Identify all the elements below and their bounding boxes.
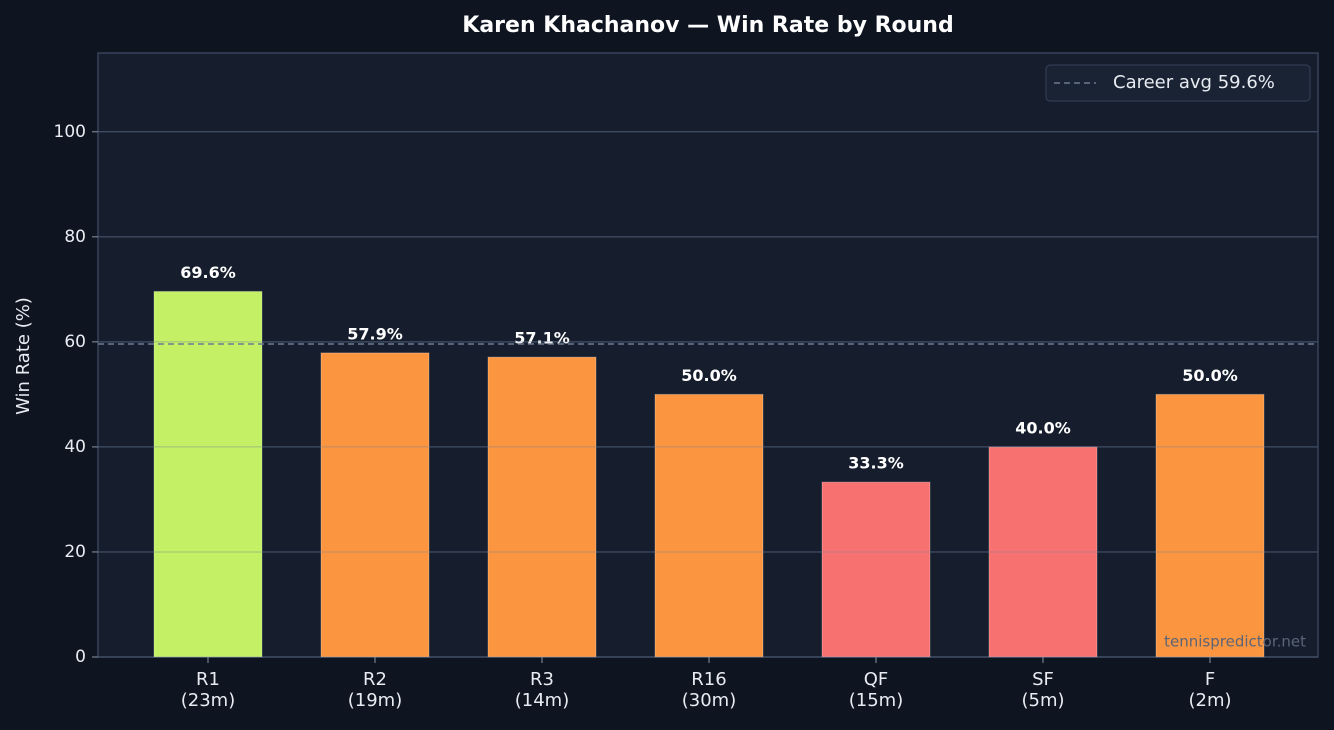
y-tick-label: 40	[64, 437, 86, 457]
y-tick-label: 100	[54, 122, 86, 142]
y-axis-label: Win Rate (%)	[13, 297, 34, 415]
value-label: 57.9%	[347, 324, 403, 343]
x-tick-label: R1 (23m)	[180, 669, 236, 711]
bar	[487, 356, 597, 658]
y-tick-label: 80	[64, 227, 86, 247]
chart-title: Karen Khachanov — Win Rate by Round	[462, 13, 953, 38]
x-tick-label: R3 (14m)	[514, 669, 570, 711]
legend-box	[1045, 64, 1311, 102]
y-tick-label: 0	[75, 647, 86, 667]
value-label: 69.6%	[180, 263, 236, 282]
y-tick-label: 20	[64, 542, 86, 562]
bar	[1155, 393, 1265, 658]
x-tick-label: R16 (30m)	[681, 669, 737, 711]
bar	[320, 352, 430, 658]
x-tick-label: F (2m)	[1188, 669, 1232, 711]
value-label: 50.0%	[681, 366, 737, 385]
value-label: 57.1%	[514, 329, 570, 348]
value-label: 50.0%	[1182, 366, 1238, 385]
bar	[654, 393, 764, 658]
y-tick-label: 60	[64, 332, 86, 352]
watermark: tennispredictor.net	[1164, 633, 1306, 651]
value-label: 33.3%	[848, 454, 904, 473]
x-tick-label: SF (5m)	[1021, 669, 1065, 711]
bar	[821, 481, 931, 658]
bar	[153, 290, 263, 658]
bar	[988, 446, 1098, 658]
x-tick-label: QF (15m)	[848, 669, 904, 711]
value-label: 40.0%	[1015, 418, 1071, 437]
x-tick-label: R2 (19m)	[347, 669, 403, 711]
legend-label: Career avg 59.6%	[1113, 72, 1275, 93]
